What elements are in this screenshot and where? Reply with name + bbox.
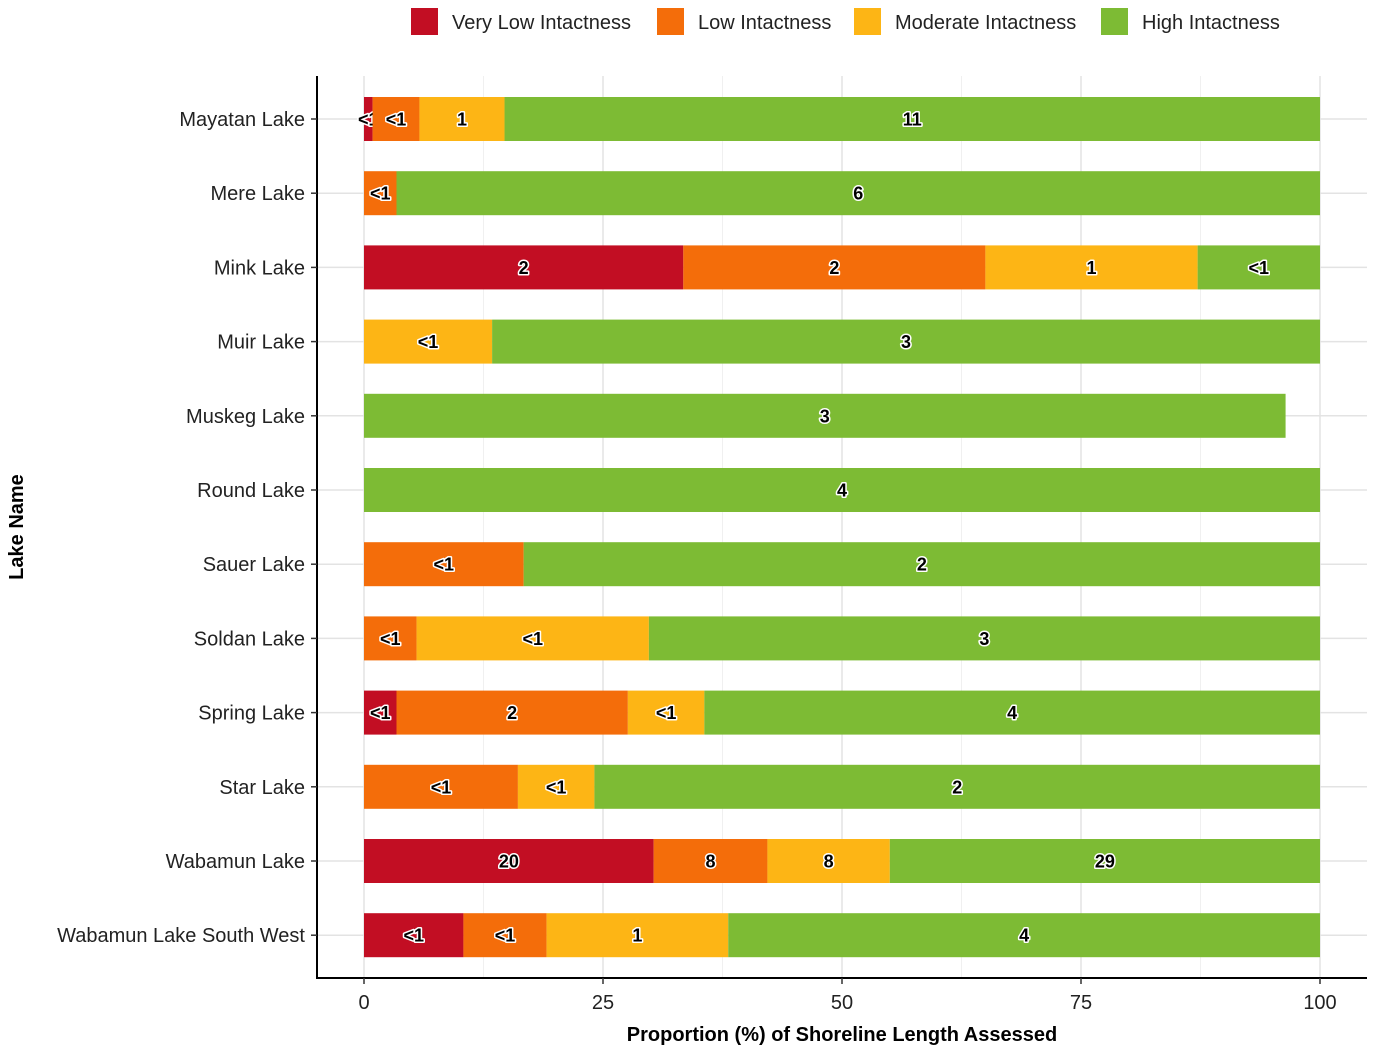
x-tick-label: 100 <box>1303 992 1336 1014</box>
x-tick-label: 25 <box>592 992 614 1014</box>
bar-segment <box>653 839 768 883</box>
data-label: 2 <box>507 703 517 723</box>
data-label: 20 <box>499 852 519 872</box>
data-label: 8 <box>824 852 834 872</box>
category-label: Muskeg Lake <box>186 406 305 428</box>
data-label: 8 <box>706 852 716 872</box>
category-label: Mayatan Lake <box>179 109 305 131</box>
legend-swatch <box>411 8 438 35</box>
legend-swatch <box>1101 8 1128 35</box>
bar-segment <box>364 616 417 661</box>
data-label: <1 <box>403 926 424 946</box>
bar-segment <box>364 245 684 290</box>
bar-segment <box>523 542 1320 587</box>
bar-segment <box>463 913 547 958</box>
legend-label: Very Low Intactness <box>452 12 631 34</box>
category-label: Sauer Lake <box>203 554 305 576</box>
legend: Very Low Intactness Low Intactness Moderat… <box>411 8 1280 35</box>
data-label: 6 <box>853 184 863 204</box>
data-label: 29 <box>1095 852 1115 872</box>
data-label: <1 <box>418 332 439 352</box>
data-label: 3 <box>820 406 830 426</box>
data-label: <1 <box>431 777 452 797</box>
axis-layer: 0 25 50 75 100 Mayatan Lake Mere Lake Mink Lake… <box>57 76 1367 1014</box>
bar-segment <box>683 245 986 290</box>
data-label: <1 <box>1249 258 1270 278</box>
bar-segment <box>1197 245 1320 290</box>
bar-segment <box>364 171 397 216</box>
data-label: <1 <box>656 703 677 723</box>
bar-layer: <1 <1 1 11<1 62 2 1 <1<1 334<1 2<1 <1 3<1 2 <1 4<1 <1 22… <box>357 97 1321 958</box>
x-tick-label: 50 <box>831 992 853 1014</box>
bar-segment <box>594 764 1320 809</box>
bar-segment <box>504 97 1321 141</box>
bar-segment <box>364 913 464 958</box>
data-label: 2 <box>917 555 927 575</box>
category-label: Wabamun Lake South West <box>57 925 305 947</box>
legend-swatch <box>854 8 881 35</box>
bar-segment <box>364 764 518 809</box>
bar-segment <box>704 690 1320 735</box>
data-label: 11 <box>903 110 922 130</box>
bar-segment <box>627 690 705 735</box>
bar-segment <box>419 97 505 141</box>
bar-segment <box>767 839 890 883</box>
y-axis-title: Lake Name <box>6 474 28 580</box>
bar-segment <box>364 393 1286 438</box>
category-label: Mink Lake <box>214 257 305 279</box>
x-axis-title: Proportion (%) of Shoreline Length Asses… <box>627 1024 1057 1046</box>
legend-label: High Intactness <box>1142 12 1280 34</box>
data-label: <1 <box>495 926 516 946</box>
bar-segment <box>546 913 729 958</box>
category-label: Star Lake <box>219 777 305 799</box>
data-label: 4 <box>1007 703 1017 723</box>
bar-segment <box>416 616 649 661</box>
data-label: <1 <box>370 184 391 204</box>
data-label: 4 <box>1019 926 1029 946</box>
data-label: 1 <box>457 110 467 130</box>
data-label: <1 <box>370 703 391 723</box>
category-label: Muir Lake <box>217 332 305 354</box>
legend-label: Low Intactness <box>698 12 831 34</box>
bar-segment <box>364 468 1320 512</box>
bar-segment <box>364 319 493 364</box>
data-label: 1 <box>1087 258 1097 278</box>
category-label: Mere Lake <box>211 183 306 205</box>
data-label: 1 <box>632 926 642 946</box>
bar-segment <box>648 616 1320 661</box>
data-label: 4 <box>837 481 847 501</box>
bar-segment <box>364 97 373 141</box>
bar-segment <box>985 245 1198 290</box>
bar-segment <box>889 839 1320 883</box>
data-label: <1 <box>546 777 567 797</box>
bar-segment <box>728 913 1320 958</box>
bar-segment <box>396 690 628 735</box>
x-tick-label: 75 <box>1070 992 1092 1014</box>
category-label: Wabamun Lake <box>166 851 305 873</box>
data-label: 2 <box>952 777 962 797</box>
category-label: Spring Lake <box>198 703 305 725</box>
data-label: <1 <box>380 629 401 649</box>
legend-swatch <box>657 8 684 35</box>
data-label: 2 <box>519 258 529 278</box>
bar-segment <box>492 319 1320 364</box>
bar-segment <box>364 542 524 587</box>
data-label: <1 <box>434 555 455 575</box>
bar-segment <box>364 690 397 735</box>
legend-label: Moderate Intactness <box>895 12 1076 34</box>
bar-segment <box>364 839 654 883</box>
data-label: 3 <box>901 332 911 352</box>
data-label: 2 <box>829 258 839 278</box>
bar-segment <box>517 764 595 809</box>
data-label: 3 <box>979 629 989 649</box>
x-tick-label: 0 <box>358 992 369 1014</box>
bar-segment <box>396 171 1320 216</box>
category-label: Soldan Lake <box>194 628 305 650</box>
data-label: <1 <box>386 110 407 130</box>
data-label: <1 <box>522 629 543 649</box>
category-label: Round Lake <box>197 480 305 502</box>
bar-segment <box>372 97 420 141</box>
